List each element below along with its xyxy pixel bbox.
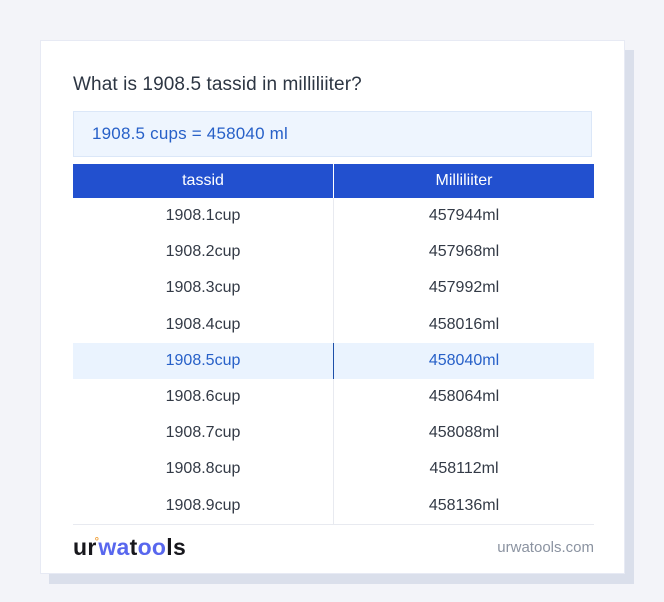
logo-part-ur: ur xyxy=(73,534,97,561)
site-url: urwatools.com xyxy=(497,539,594,557)
cup-cell: 1908.3cup xyxy=(73,270,334,307)
result-box: 1908.5 cups = 458040 ml xyxy=(73,111,592,157)
logo-part-wa: wa xyxy=(98,534,130,561)
logo-part-t: t xyxy=(129,534,138,561)
cup-cell: 1908.9cup xyxy=(73,487,334,524)
ml-cell: 458088ml xyxy=(428,424,500,442)
table-row: 1908.7cup 458088ml xyxy=(73,415,594,452)
table-row: 1908.9cup 458136ml xyxy=(73,487,594,524)
ml-cell: 458136ml xyxy=(428,496,500,514)
logo-part-ls: ls xyxy=(166,534,187,561)
ml-cell: 457944ml xyxy=(428,207,500,225)
cup-cell: 1908.2cup xyxy=(73,234,334,271)
table-row: 1908.5cup 458040ml xyxy=(73,342,594,379)
cup-cell: 1908.6cup xyxy=(73,378,334,416)
cup-cell: 1908.5cup xyxy=(73,342,334,379)
page-title: What is 1908.5 tassid in milliliiter? xyxy=(73,74,362,95)
ml-cell: 457992ml xyxy=(428,279,500,297)
ml-cell: 458016ml xyxy=(428,315,500,333)
urwatools-logo[interactable]: ur°watools xyxy=(73,536,186,559)
table-body: 1908.1cup 457944ml 1908.2cup 457968ml 19… xyxy=(73,198,594,525)
result-text: 1908.5 cups = 458040 ml xyxy=(92,124,288,143)
logo-part-oo: oo xyxy=(137,534,167,561)
cup-cell: 1908.7cup xyxy=(73,415,334,452)
table-row: 1908.3cup 457992ml xyxy=(73,270,594,307)
column-header-tassid: tassid xyxy=(73,164,334,198)
cup-cell: 1908.8cup xyxy=(73,451,334,488)
table-row: 1908.6cup 458064ml xyxy=(73,378,594,416)
column-header-milliliter: Milliliiter xyxy=(435,172,493,189)
card-footer: ur°watools urwatools.com xyxy=(73,525,594,569)
conversion-card: What is 1908.5 tassid in milliliiter? 19… xyxy=(40,40,625,574)
table-row: 1908.1cup 457944ml xyxy=(73,198,594,235)
ml-cell: 458112ml xyxy=(429,460,499,478)
table-row: 1908.4cup 458016ml xyxy=(73,306,594,343)
conversion-table: tassid Milliliiter 1908.1cup 457944ml 19… xyxy=(73,164,594,525)
cup-cell: 1908.4cup xyxy=(73,306,334,343)
ml-cell: 458064ml xyxy=(428,388,500,406)
table-row: 1908.8cup 458112ml xyxy=(73,451,594,488)
table-header-row: tassid Milliliiter xyxy=(73,164,594,198)
logo-ring-icon: ° xyxy=(94,536,100,549)
table-row: 1908.2cup 457968ml xyxy=(73,234,594,271)
ml-cell: 458040ml xyxy=(428,351,500,369)
ml-cell: 457968ml xyxy=(428,243,500,261)
cup-cell: 1908.1cup xyxy=(73,198,334,235)
